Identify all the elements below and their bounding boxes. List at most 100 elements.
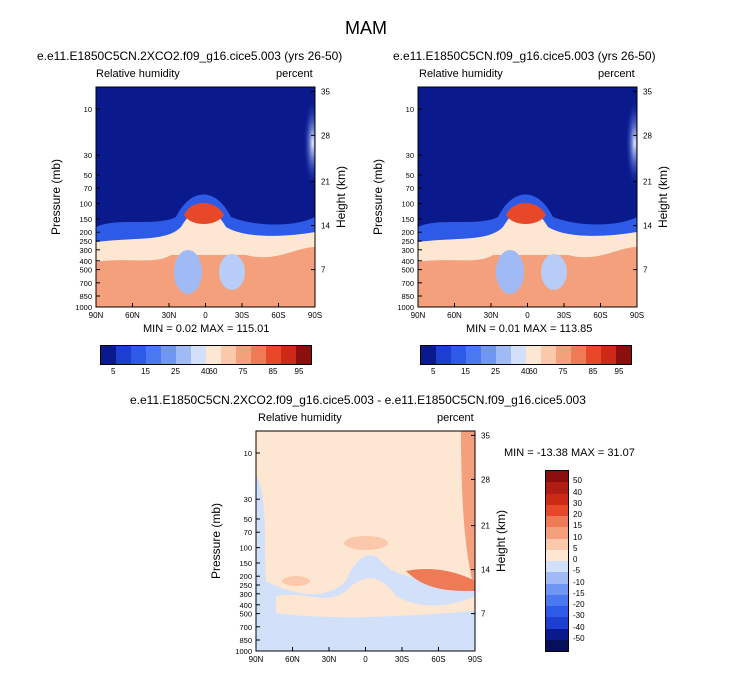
y-tick-label: 100 [239,544,252,553]
colorbar-swatch [601,346,616,364]
x-tick-label: 0 [363,655,368,664]
colorbar-swatch [546,482,568,494]
colorbar-swatch [546,617,568,629]
x-tick-label: 30N [484,311,499,320]
colorbar-swatch [191,346,206,364]
y-tick-label: 100 [401,200,414,209]
panel1-colorbar [100,345,312,365]
panel2-contour-tropical-tropopause [506,203,546,224]
y-tick-label: 850 [401,292,414,301]
panel1-stats: MIN = 0.02 MAX = 115.01 [143,323,270,335]
colorbar-label: 85 [588,367,598,376]
y-tick-label: 1000 [397,303,414,312]
colorbar-swatch [586,346,601,364]
colorbar-label: -15 [573,588,585,598]
colorbar-label: -10 [573,577,585,587]
panel2-contour-polar-stratosphere [608,87,637,227]
colorbar-label: 50 [573,476,582,486]
colorbar-swatch [281,346,296,364]
colorbar-label: 25 [171,367,180,376]
panel3-contour-equatorial-positive [344,536,388,550]
colorbar-swatch [116,346,131,364]
y2-tick-label: 7 [643,266,648,275]
panel1-contour-subtropical-dry-north [174,250,202,294]
y2-tick-label: 21 [643,178,652,187]
colorbar-swatch [546,549,568,561]
x-tick-label: 60S [431,655,445,664]
y-tick-label: 70 [84,184,92,193]
panel2-plot: 90N 60N 30N 0 30S 60S 90S103050701001502002503… [371,86,670,320]
y-tick-label: 30 [84,151,92,160]
colorbar-swatch [571,346,586,364]
colorbar-swatch [541,346,556,364]
y-tick-label: 300 [401,246,414,255]
colorbar-swatch [451,346,466,364]
y-tick-label: 250 [239,581,252,590]
colorbar-swatch [546,516,568,528]
panel3-contour-north-positive [282,576,310,586]
colorbar-swatch [296,346,311,364]
colorbar-label: 15 [141,367,150,376]
panel3-contour-polar-positive [461,431,475,591]
colorbar-label: 75 [238,367,248,376]
colorbar-swatch [236,346,251,364]
y2-tick-label: 28 [321,131,330,140]
panel1-contour-tropical-tropopause [184,203,224,224]
y-tick-label: 700 [79,279,92,288]
y-tick-label: 700 [401,279,414,288]
x-tick-label: 90S [630,311,644,320]
colorbar-swatch [546,538,568,550]
x-tick-label: 60N [447,311,462,320]
panel3-plot: 90N 60N 30N 0 30S 60S 90S103050701001502002503… [209,430,508,664]
y2-tick-label: 28 [643,131,652,140]
y2-axis-title: Height (km) [494,510,508,572]
x-tick-label: 90N [411,311,426,320]
panel3-right-string: percent [437,412,474,424]
y-tick-label: 300 [239,590,252,599]
colorbar-label: 5 [431,367,436,376]
panel1-contour-surface-layer [96,247,315,307]
panel2-left-string: Relative humidity [419,68,503,80]
x-tick-label: 90S [468,655,482,664]
colorbar-swatch [131,346,146,364]
colorbar-label: 60 [528,367,538,376]
y2-tick-label: 14 [643,222,652,231]
y2-tick-label: 14 [481,566,490,575]
colorbar-label: 15 [573,521,582,531]
panel3-contour-south-positive [406,569,475,591]
y-tick-label: 300 [79,246,92,255]
y-tick-label: 500 [79,266,92,275]
y-tick-label: 10 [244,449,252,458]
colorbar-swatch [161,346,176,364]
colorbar-swatch [266,346,281,364]
panel1-plot: 90N 60N 30N 0 30S 60S 90S103050701001502002503… [49,86,348,320]
panel3-stats: MIN = -13.38 MAX = 31.07 [504,447,635,459]
y-tick-label: 700 [239,623,252,632]
y-tick-label: 200 [79,228,92,237]
y2-axis-title: Height (km) [334,166,348,228]
y2-tick-label: 35 [643,87,652,96]
y-tick-label: 50 [84,171,92,180]
colorbar-swatch [466,346,481,364]
y-tick-label: 400 [239,601,252,610]
colorbar-label: -40 [573,622,585,632]
x-tick-label: 30N [162,311,177,320]
y-tick-label: 200 [401,228,414,237]
colorbar-swatch [436,346,451,364]
x-tick-label: 30S [557,311,571,320]
colorbar-swatch [511,346,526,364]
x-tick-label: 30S [235,311,249,320]
y-tick-label: 150 [79,215,92,224]
colorbar-label: 20 [573,510,582,519]
panel3-colorbar [545,470,569,652]
panel3-contour-cream-tongue [276,578,475,618]
colorbar-swatch [176,346,191,364]
colorbar-label: -30 [573,611,585,621]
colorbar-swatch [206,346,221,364]
colorbar-label: -20 [573,600,585,609]
colorbar-swatch [546,639,568,651]
x-tick-label: 60N [285,655,300,664]
y-tick-label: 1000 [235,647,252,656]
colorbar-swatch [546,572,568,584]
colorbar-swatch [251,346,266,364]
